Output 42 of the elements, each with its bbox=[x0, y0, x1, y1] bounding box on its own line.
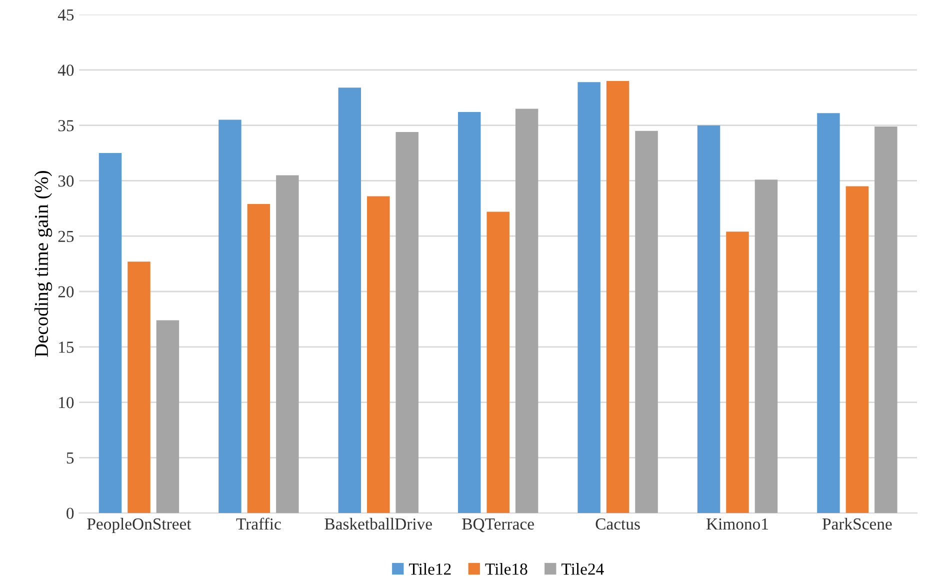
y-tick-label: 30 bbox=[58, 175, 74, 187]
x-tick-label: Traffic bbox=[236, 518, 281, 530]
bar bbox=[338, 88, 362, 514]
bar bbox=[458, 112, 481, 514]
bar bbox=[486, 212, 510, 514]
y-tick-label: 15 bbox=[59, 342, 74, 353]
bar bbox=[726, 232, 749, 514]
y-tick-label: 20 bbox=[58, 286, 74, 298]
y-tick-label: 0 bbox=[66, 508, 74, 519]
x-tick-label: Kimono1 bbox=[706, 518, 768, 530]
bar bbox=[606, 81, 630, 514]
bar bbox=[98, 153, 122, 514]
x-tick-label: BasketballDrive bbox=[324, 518, 432, 530]
bar bbox=[635, 130, 658, 514]
bar bbox=[578, 82, 600, 514]
bar bbox=[128, 262, 150, 514]
x-tick-label: PeopleOnStreet bbox=[87, 518, 192, 534]
bar bbox=[846, 186, 869, 514]
y-tick-label: 40 bbox=[58, 64, 74, 76]
bar bbox=[515, 108, 538, 514]
bar bbox=[817, 113, 840, 514]
bar bbox=[697, 125, 720, 514]
x-tick-label: Cactus bbox=[596, 518, 640, 530]
bar bbox=[367, 196, 390, 514]
x-tick-label: ParkScene bbox=[822, 518, 892, 530]
bar bbox=[218, 120, 242, 514]
y-tick-label: 25 bbox=[58, 230, 74, 242]
bar bbox=[276, 175, 299, 514]
legend-label: Tile18 bbox=[485, 563, 528, 575]
y-axis-title: Decoding time gain (%) bbox=[34, 170, 52, 357]
legend-label: Tile12 bbox=[409, 563, 451, 575]
bar bbox=[396, 132, 418, 514]
y-tick-label: 5 bbox=[66, 452, 74, 464]
bar bbox=[754, 180, 778, 514]
bar bbox=[874, 126, 898, 514]
bar bbox=[156, 320, 180, 514]
legend-label: Tile24 bbox=[562, 563, 604, 575]
y-tick-label: 35 bbox=[58, 120, 74, 132]
y-tick-label: 10 bbox=[59, 396, 74, 408]
y-tick-label: 45 bbox=[58, 9, 74, 21]
x-tick-label: BQTerrace bbox=[462, 518, 534, 532]
bar bbox=[247, 204, 270, 514]
